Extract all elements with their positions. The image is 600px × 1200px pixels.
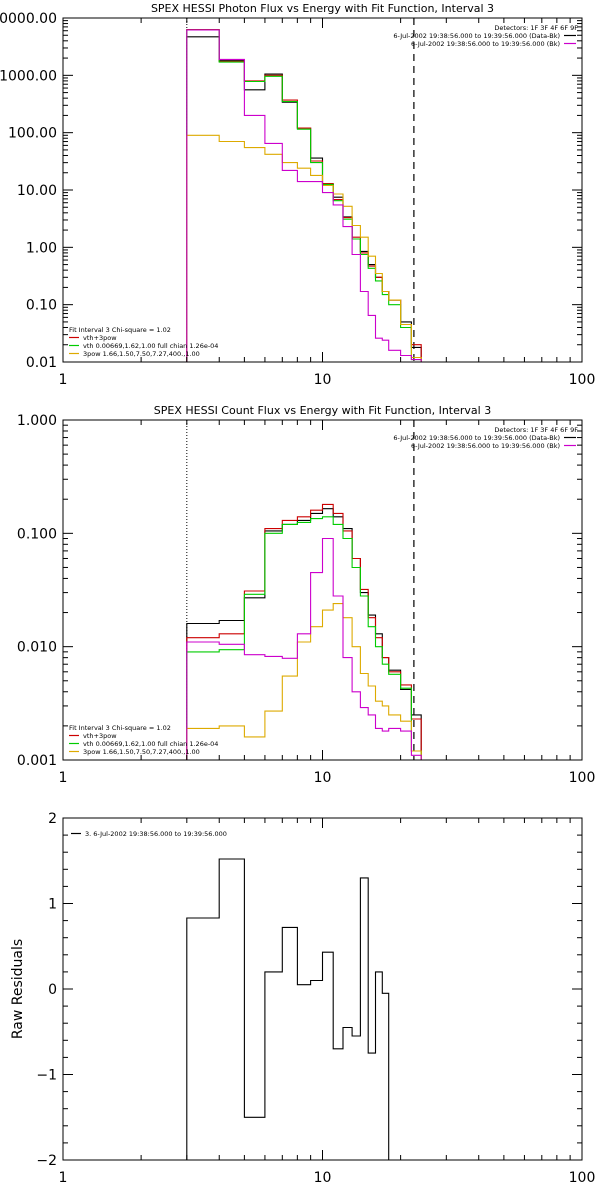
y-tick-label: 2 — [48, 811, 57, 827]
legend-entry-label: 6-Jul-2002 19:38:56.000 to 19:39:56.000 … — [411, 40, 560, 48]
plot-frame — [62, 817, 583, 1161]
count-flux-panel: SPEX HESSI Count Flux vs Energy with Fit… — [17, 404, 595, 786]
series-4-line — [186, 537, 422, 760]
legend-header: Fit Interval 3 Chi-square = 1.02 — [69, 724, 171, 732]
y-tick-label: −2 — [36, 1153, 57, 1169]
x-tick-label: 10 — [314, 1170, 332, 1186]
legend-entry-label: 3. 6-Jul-2002 19:38:56.000 to 19:39:56.0… — [85, 830, 227, 838]
x-tick-label: 1 — [59, 372, 68, 388]
legend-header: Fit Interval 3 Chi-square = 1.02 — [69, 326, 171, 334]
y-tick-label: 10.00 — [17, 183, 57, 199]
y-tick-label: −1 — [36, 1068, 57, 1084]
x-tick-label: 10 — [314, 770, 332, 786]
y-tick-label: 0.01 — [26, 355, 57, 371]
legend-entry-label: vth+3pow — [83, 732, 117, 740]
x-tick-label: 100 — [569, 770, 596, 786]
legend-entry-label: vth+3pow — [83, 334, 117, 342]
legend-header: Detectors: 1F 3F 4F 6F 9F — [494, 24, 578, 32]
series-1-line — [186, 28, 422, 362]
y-tick-label: 1.000 — [17, 413, 57, 429]
legend-entry-label: 6-Jul-2002 19:38:56.000 to 19:39:56.000 … — [393, 434, 560, 442]
residuals-panel: Raw Residuals 1 10 100 −2 −1 0 1 2 3. 6-Jul-2002 … — [10, 811, 595, 1186]
series-2-line — [186, 29, 422, 362]
chart-title: SPEX HESSI Count Flux vs Energy with Fit… — [154, 404, 491, 417]
legend-entry-label: 6-Jul-2002 19:38:56.000 to 19:39:56.000 … — [411, 442, 560, 450]
legend-entry-label: vth 0.00669,1.62,1.00 full chian 1.26e-0… — [83, 740, 218, 748]
y-axis-label: Raw Residuals — [10, 939, 26, 1039]
series-0-line — [186, 858, 390, 1160]
x-tick-label: 100 — [569, 372, 596, 388]
x-tick-label: 10 — [314, 372, 332, 388]
y-tick-label: 1.00 — [26, 240, 57, 256]
legend-entry-label: 3pow 1.66,1.50,7.50,7.27,400.,1.00 — [83, 350, 200, 358]
plot-frame — [62, 419, 583, 761]
x-tick-label: 1 — [59, 1170, 68, 1186]
y-tick-label: 0.001 — [17, 753, 57, 769]
legend-entry-label: 6-Jul-2002 19:38:56.000 to 19:39:56.000 … — [393, 32, 560, 40]
legend-entry-label: vth 0.00669,1.62,1.00 full chian 1.26e-0… — [83, 342, 218, 350]
y-tick-label: 1 — [48, 897, 57, 913]
chart-title: SPEX HESSI Photon Flux vs Energy with Fi… — [151, 2, 494, 15]
y-tick-label: 10000.00 — [0, 11, 57, 27]
x-tick-label: 100 — [569, 1170, 596, 1186]
y-tick-label: 0.100 — [17, 526, 57, 542]
photon-flux-panel: SPEX HESSI Photon Flux vs Energy with Fi… — [0, 2, 595, 388]
y-tick-label: 0.10 — [26, 298, 57, 314]
series-3-line — [186, 134, 422, 362]
y-tick-label: 0.010 — [17, 640, 57, 656]
legend-entry-label: 3pow 1.66,1.50,7.50,7.27,400.,1.00 — [83, 748, 200, 756]
series-2-line — [186, 516, 422, 760]
legend-header: Detectors: 1F 3F 4F 6F 9F — [494, 426, 578, 434]
series-0-line — [186, 36, 422, 362]
series-3-line — [186, 603, 422, 760]
x-tick-label: 1 — [59, 770, 68, 786]
y-tick-label: 0 — [48, 982, 57, 998]
series-4-line — [186, 29, 422, 362]
y-tick-label: 1000.00 — [0, 68, 57, 84]
y-tick-label: 100.00 — [8, 126, 57, 142]
